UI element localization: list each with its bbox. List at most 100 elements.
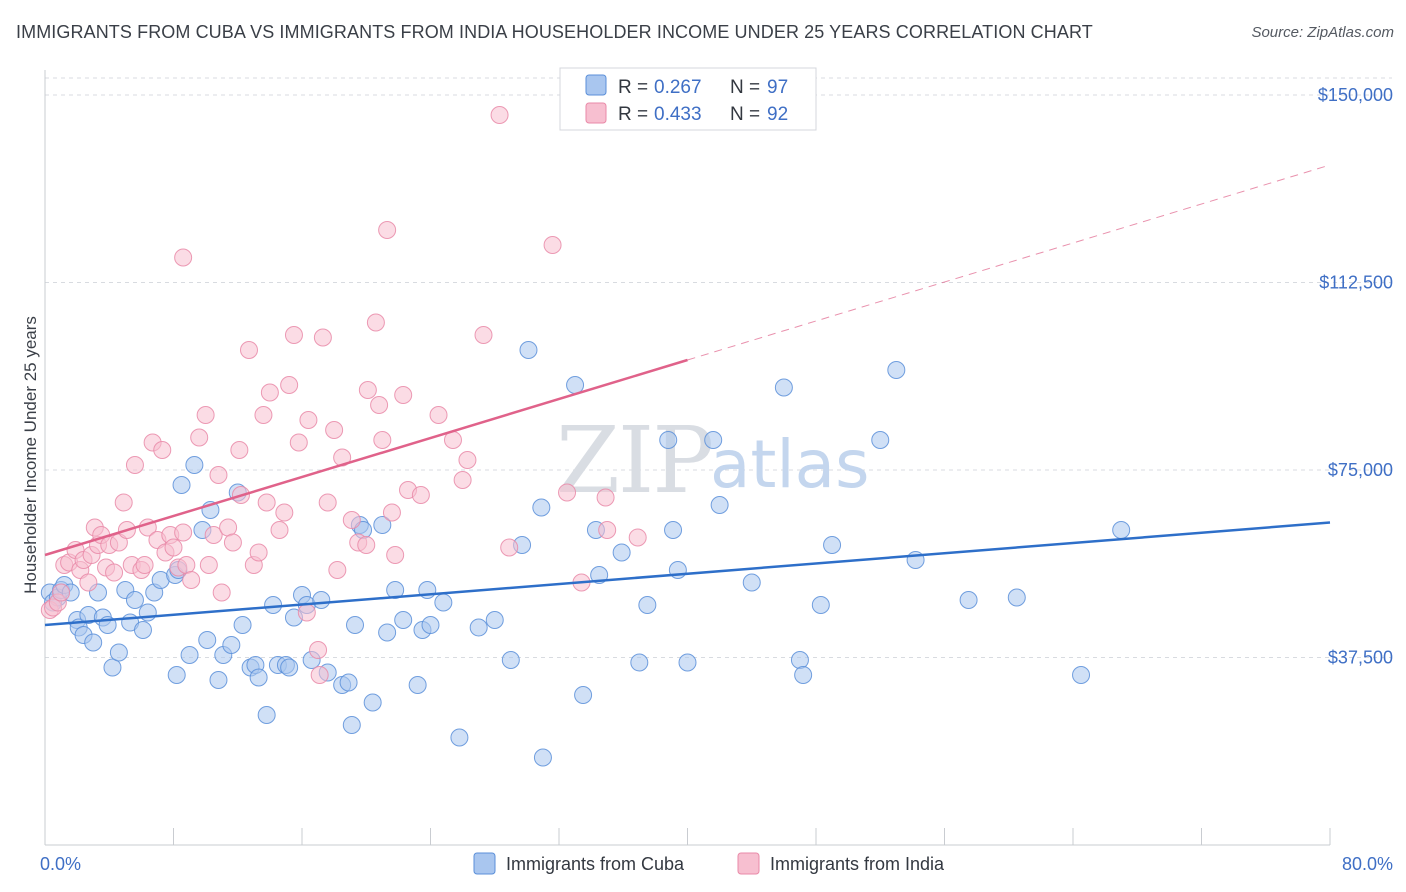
india-point	[257, 493, 276, 512]
legend-r-label-cuba: R =	[618, 77, 648, 98]
legend-swatch-cuba	[585, 74, 607, 96]
cuba-point	[532, 498, 551, 517]
india-point	[196, 406, 215, 424]
india-point	[135, 556, 154, 574]
cuba-point	[664, 521, 683, 539]
india-point	[366, 313, 385, 332]
india-point	[358, 381, 377, 399]
cuba-point	[704, 431, 723, 449]
cuba-point	[346, 616, 365, 634]
cuba-point	[630, 653, 649, 672]
cuba-point	[386, 581, 405, 599]
india-point	[596, 488, 615, 507]
india-point	[249, 543, 268, 562]
cuba-point	[612, 543, 631, 562]
cuba-point	[103, 658, 122, 677]
india-point	[310, 666, 329, 684]
y-tick-label: $150,000	[1318, 85, 1393, 105]
source-label: Source: ZipAtlas.com	[1251, 24, 1394, 41]
cuba-point	[257, 706, 276, 724]
cuba-point	[887, 361, 906, 379]
series-india-points	[40, 106, 647, 684]
cuba-point	[742, 573, 761, 592]
cuba-point	[339, 673, 358, 692]
cuba-point	[408, 676, 427, 694]
cuba-point	[794, 666, 813, 684]
cuba-point	[469, 618, 488, 637]
india-point	[125, 456, 144, 474]
india-point	[270, 521, 289, 539]
india-trend-extension	[687, 164, 1331, 361]
watermark: ZIP atlas	[556, 407, 870, 514]
cuba-point	[1007, 588, 1026, 607]
cuba-point	[450, 728, 469, 747]
india-point	[52, 583, 71, 602]
cuba-trend-line	[44, 521, 1331, 627]
india-point	[628, 528, 647, 547]
bottom-legend-label-cuba: Immigrants from Cuba	[506, 854, 685, 874]
cuba-point	[959, 591, 978, 609]
axes	[44, 70, 1331, 846]
india-point	[153, 441, 172, 459]
legend-swatch-india	[585, 102, 607, 124]
cuba-point	[710, 496, 729, 514]
y-axis-labels: $37,500 $75,000 $112,500 $150,000	[1318, 85, 1393, 668]
cuba-point	[790, 651, 809, 669]
india-point	[458, 451, 477, 469]
series-cuba-points	[40, 341, 1131, 767]
cuba-point	[198, 631, 217, 649]
cuba-point	[638, 596, 657, 614]
india-point	[558, 483, 577, 502]
legend-n-label-cuba: N =	[730, 77, 760, 98]
india-point	[79, 573, 98, 592]
legend-r-value-india: 0.433	[654, 104, 702, 125]
cuba-point	[519, 341, 538, 359]
cuba-point	[659, 431, 678, 449]
india-trend-line	[44, 358, 688, 557]
y-tick-label: $112,500	[1319, 273, 1393, 293]
india-point	[378, 221, 397, 239]
india-point	[429, 406, 448, 424]
bottom-legend-label-india: Immigrants from India	[770, 854, 945, 874]
cuba-point	[133, 621, 152, 639]
cuba-point	[342, 716, 361, 734]
cuba-point	[109, 643, 128, 662]
cuba-point	[125, 591, 144, 609]
x-axis-labels: 0.0% 80.0%	[40, 854, 1393, 874]
cuba-point	[678, 653, 697, 672]
india-point	[370, 396, 389, 414]
cuba-point	[84, 633, 103, 652]
chart-title: IMMIGRANTS FROM CUBA VS IMMIGRANTS FROM …	[16, 22, 1093, 42]
india-point	[114, 493, 133, 512]
legend-n-label-india: N =	[730, 104, 760, 125]
india-point	[325, 421, 344, 439]
india-point	[174, 523, 193, 542]
legend-n-value-cuba: 97	[767, 77, 788, 98]
cuba-point	[774, 378, 793, 397]
cuba-point	[434, 593, 453, 612]
india-point	[199, 556, 218, 574]
india-point	[386, 546, 405, 564]
cuba-point	[1112, 521, 1131, 539]
cuba-point	[394, 611, 413, 629]
india-point	[490, 106, 509, 124]
cuba-point	[280, 658, 299, 677]
india-point	[474, 326, 493, 344]
cuba-point	[871, 431, 890, 449]
stats-legend: R = 0.267 N = 97 R = 0.433 N = 92	[559, 67, 817, 131]
india-point	[297, 603, 316, 622]
india-point	[299, 411, 318, 429]
india-point	[598, 521, 617, 539]
india-point	[289, 433, 308, 452]
y-tick-label: $37,500	[1328, 648, 1393, 668]
cuba-point	[233, 616, 252, 634]
india-point	[342, 511, 361, 529]
cuba-point	[533, 748, 552, 767]
cuba-point	[172, 476, 191, 494]
india-point	[230, 441, 249, 459]
x-tick-label-right: 80.0%	[1342, 854, 1393, 874]
legend-r-value-cuba: 0.267	[654, 77, 702, 98]
india-point	[313, 328, 332, 347]
cuba-point	[209, 671, 228, 689]
